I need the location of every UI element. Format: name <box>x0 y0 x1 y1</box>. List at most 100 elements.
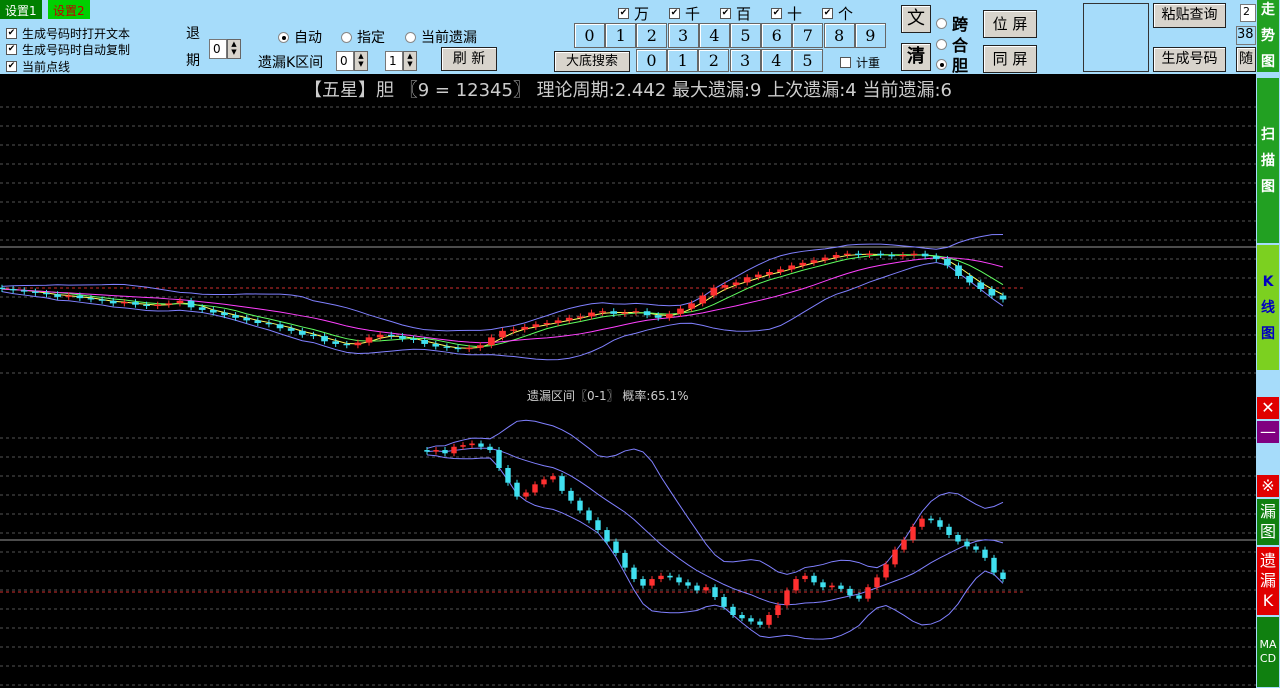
candle <box>658 575 664 580</box>
tuiqi-stepper[interactable]: 0 ▲ ▼ <box>209 39 241 59</box>
kind-he[interactable]: 合 <box>936 32 968 56</box>
sidebar-button[interactable]: ✕ <box>1257 397 1279 419</box>
bollinger-lower <box>1 262 1004 361</box>
sidebar-button[interactable]: K线图 <box>1257 245 1279 370</box>
checkbox-icon[interactable]: ✔ <box>6 61 17 72</box>
digit-button[interactable]: 6 <box>761 23 793 48</box>
digit-button[interactable]: 2 <box>636 23 668 48</box>
mode-auto[interactable]: 自动 <box>278 27 322 47</box>
radio-icon[interactable] <box>936 58 947 70</box>
mode-label: 指定 <box>357 30 385 46</box>
count-input-2[interactable]: 38 <box>1236 26 1256 45</box>
refresh-button[interactable]: 刷 新 <box>441 47 497 71</box>
position-checkbox[interactable]: ✔ 个 <box>822 3 853 24</box>
generate-button[interactable]: 生成号码 <box>1153 47 1226 72</box>
digit-button[interactable]: 4 <box>698 23 730 48</box>
digit-button[interactable]: 5 <box>730 23 761 48</box>
kind-kua[interactable]: 跨 <box>936 11 968 35</box>
position-checkbox[interactable]: ✔ 千 <box>669 3 700 24</box>
checkbox-icon[interactable]: ✔ <box>771 8 782 19</box>
digit-button[interactable]: 8 <box>823 23 855 48</box>
checkbox-icon[interactable] <box>840 57 851 68</box>
position-checkbox[interactable]: ✔ 百 <box>720 3 751 24</box>
checkbox-icon[interactable]: ✔ <box>822 8 833 19</box>
candle <box>991 557 997 573</box>
checkbox-icon[interactable]: ✔ <box>6 44 17 55</box>
sidebar-button[interactable]: 走势图 <box>1257 0 1279 72</box>
candle <box>754 274 762 278</box>
checkbox-icon[interactable]: ✔ <box>720 8 731 19</box>
sum-button[interactable]: 3 <box>729 49 761 72</box>
option-auto-copy[interactable]: ✔ 生成号码时自动复制 <box>6 41 130 58</box>
stepper-value[interactable]: 0 <box>209 39 227 59</box>
option-open-text[interactable]: ✔ 生成号码时打开文本 <box>6 25 130 42</box>
spin-arrows-icon[interactable]: ▲ ▼ <box>354 51 368 71</box>
interval-from-stepper[interactable]: 0 ▲ ▼ <box>336 51 368 71</box>
candle <box>421 340 428 344</box>
jizhong-checkbox[interactable]: 计重 <box>840 54 880 71</box>
candle <box>766 272 773 275</box>
option-current-line[interactable]: ✔ 当前点线 <box>6 58 70 75</box>
wen-button[interactable]: 文 <box>901 5 931 33</box>
sum-button[interactable]: 0 <box>636 49 667 72</box>
search-button[interactable]: 大底搜索 <box>554 51 630 72</box>
checkbox-icon[interactable]: ✔ <box>669 8 680 19</box>
paste-query-button[interactable]: 粘贴查询 <box>1153 3 1226 28</box>
tab-settings-1[interactable]: 设置1 <box>0 0 42 19</box>
sum-button[interactable]: 5 <box>792 49 823 72</box>
count-input[interactable]: 2 <box>1240 4 1256 22</box>
kind-dan[interactable]: 胆 <box>936 52 968 76</box>
sidebar-button[interactable]: — <box>1257 421 1279 443</box>
radio-icon[interactable] <box>278 31 289 43</box>
mode-current-miss[interactable]: 当前遗漏 <box>405 27 477 47</box>
checkbox-icon[interactable]: ✔ <box>618 8 629 19</box>
digit-button[interactable]: 3 <box>667 23 699 48</box>
candle <box>176 300 184 304</box>
weiping-button[interactable]: 位 屏 <box>983 10 1037 38</box>
candle <box>443 346 451 348</box>
candle <box>820 582 826 588</box>
radio-icon[interactable] <box>341 31 352 43</box>
bollinger-lower <box>426 454 1004 640</box>
spin-arrows-icon[interactable]: ▲ ▼ <box>227 39 241 59</box>
right-sidebar: 走势图扫描图 K线图 ✕ — ※ 漏图 遗漏K MACD <box>1256 0 1280 688</box>
random-button[interactable]: 随 <box>1236 47 1256 72</box>
candle <box>487 446 493 451</box>
tab-settings-2[interactable]: 设置2 <box>48 0 90 19</box>
candle <box>376 334 384 338</box>
digit-button[interactable]: 1 <box>605 23 637 48</box>
digit-button[interactable]: 9 <box>854 23 886 48</box>
sidebar-button[interactable]: 扫描图 <box>1257 78 1279 243</box>
checkbox-icon[interactable]: ✔ <box>6 28 17 39</box>
candle <box>877 253 884 255</box>
candle <box>999 295 1007 300</box>
sidebar-button[interactable]: MACD <box>1257 617 1279 687</box>
stepper-value[interactable]: 1 <box>385 51 403 71</box>
interval-to-stepper[interactable]: 1 ▲ ▼ <box>385 51 417 71</box>
candle <box>451 446 457 454</box>
sidebar-button[interactable]: 漏图 <box>1257 499 1279 545</box>
tongping-button[interactable]: 同 屏 <box>983 45 1037 73</box>
mode-specify[interactable]: 指定 <box>341 27 385 47</box>
position-checkbox[interactable]: ✔ 万 <box>618 3 649 24</box>
sum-button[interactable]: 2 <box>698 49 730 72</box>
position-checkbox[interactable]: ✔ 十 <box>771 3 802 24</box>
radio-icon[interactable] <box>405 31 416 43</box>
candle <box>703 587 709 591</box>
clear-button[interactable]: 清 <box>901 43 931 71</box>
sum-button[interactable]: 1 <box>667 49 699 72</box>
candle <box>410 338 417 340</box>
digit-button[interactable]: 7 <box>792 23 824 48</box>
sum-button[interactable]: 4 <box>760 49 792 72</box>
radio-icon[interactable] <box>936 38 947 50</box>
candle <box>640 579 646 586</box>
sidebar-button[interactable]: ※ <box>1257 475 1279 497</box>
stepper-value[interactable]: 0 <box>336 51 354 71</box>
candle <box>76 295 84 299</box>
spin-arrows-icon[interactable]: ▲ ▼ <box>403 51 417 71</box>
candle <box>595 520 601 531</box>
sidebar-button[interactable]: 遗漏K <box>1257 547 1279 615</box>
digit-button[interactable]: 0 <box>574 23 605 48</box>
candle <box>559 476 565 491</box>
radio-icon[interactable] <box>936 17 947 29</box>
